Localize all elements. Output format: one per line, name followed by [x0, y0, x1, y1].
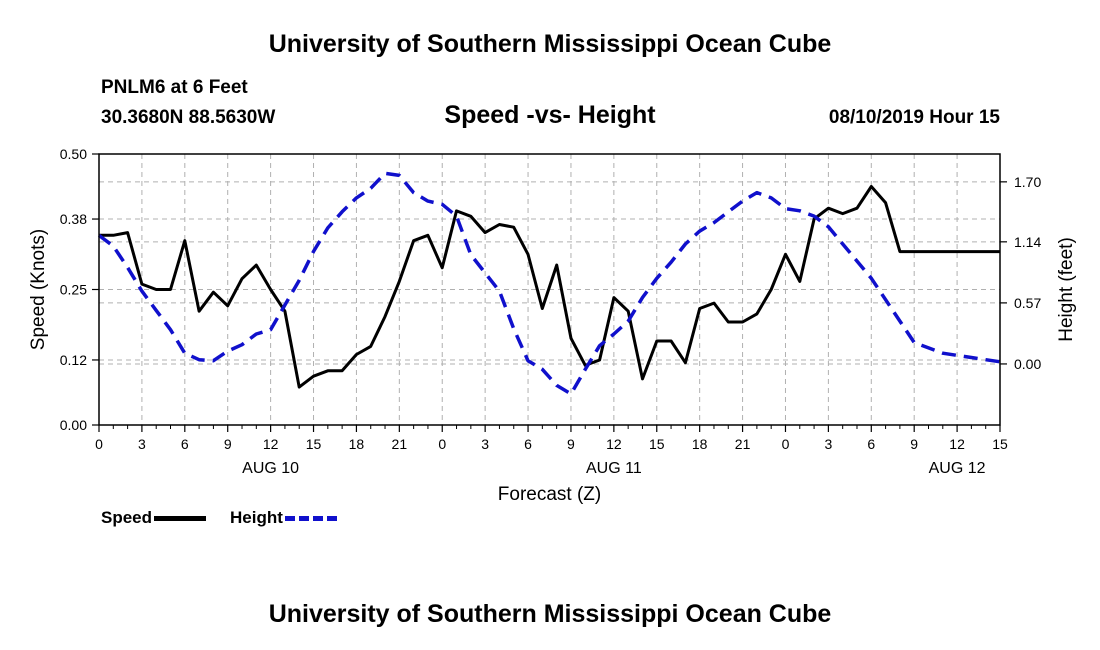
station-label: PNLM6 at 6 Feet — [101, 77, 248, 98]
x-tick-label-5: 15 — [306, 436, 322, 452]
y-tick-label-1: 0.12 — [60, 352, 87, 368]
y2-tick-label-3: 1.70 — [1014, 174, 1041, 190]
series-line-speed — [99, 185, 1000, 389]
x-tick-label-4: 12 — [263, 436, 279, 452]
x-axis-label: Forecast (Z) — [498, 484, 601, 505]
x-tick-label-7: 21 — [392, 436, 408, 452]
x-tick-label-1: 3 — [138, 436, 146, 452]
x-tick-label-13: 15 — [649, 436, 665, 452]
legend-speed-label: Speed — [101, 508, 153, 527]
x-tick-label-9: 3 — [481, 436, 489, 452]
x-tick-label-21: 15 — [992, 436, 1008, 452]
legend-height-label: Height — [230, 508, 283, 527]
series-line-height — [97, 171, 1001, 396]
legend-height-swatch — [284, 516, 337, 522]
x-tick-label-12: 12 — [606, 436, 622, 452]
y-tick-label-4: 0.50 — [60, 146, 87, 162]
x-tick-label-0: 0 — [95, 436, 103, 452]
legend-height: Height — [230, 508, 337, 528]
date-label-0: AUG 10 — [242, 460, 299, 477]
x-tick-label-16: 0 — [782, 436, 790, 452]
legend-speed: Speed — [101, 508, 207, 528]
date-label-1: AUG 11 — [586, 460, 642, 477]
legend-speed-swatch — [154, 516, 207, 522]
x-tick-label-10: 6 — [524, 436, 532, 452]
forecast-date: 08/10/2019 Hour 15 — [828, 107, 1000, 128]
x-tick-label-2: 6 — [181, 436, 189, 452]
x-tick-label-11: 9 — [567, 436, 575, 452]
y2-tick-label-2: 1.14 — [1014, 234, 1041, 250]
y-axis-label: Speed (Knots) — [28, 229, 49, 350]
y-tick-label-0: 0.00 — [60, 417, 87, 433]
footer-title: University of Southern Mississippi Ocean… — [268, 600, 832, 628]
x-tick-label-18: 6 — [867, 436, 875, 452]
x-tick-label-6: 18 — [349, 436, 365, 452]
y2-tick-label-1: 0.57 — [1014, 295, 1041, 311]
x-tick-label-19: 9 — [910, 436, 918, 452]
date-label-2: AUG 12 — [929, 460, 986, 477]
coordinates-label: 30.3680N 88.5630W — [101, 107, 276, 128]
x-tick-label-14: 18 — [692, 436, 708, 452]
x-tick-label-15: 21 — [735, 436, 751, 452]
y2-axis-label: Height (feet) — [1056, 237, 1077, 342]
x-tick-label-3: 9 — [224, 436, 232, 452]
main-title: University of Southern Mississippi Ocean… — [268, 30, 832, 58]
y-tick-label-2: 0.25 — [60, 282, 87, 298]
x-tick-label-17: 3 — [824, 436, 832, 452]
y2-tick-label-0: 0.00 — [1014, 356, 1041, 372]
x-tick-label-8: 0 — [438, 436, 446, 452]
chart-title: Speed -vs- Height — [444, 101, 656, 129]
x-tick-label-20: 12 — [949, 436, 965, 452]
y-tick-label-3: 0.38 — [60, 211, 87, 227]
